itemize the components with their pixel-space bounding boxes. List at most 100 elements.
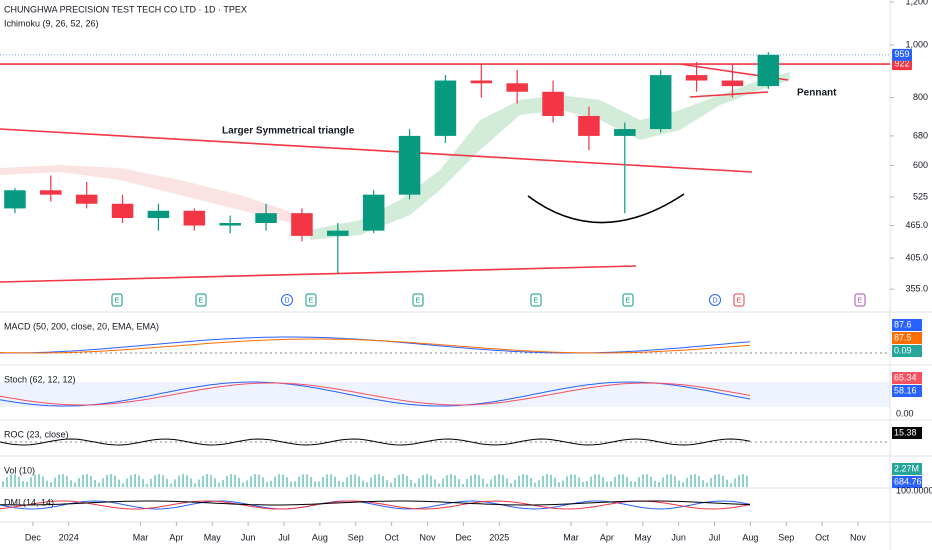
candle-body xyxy=(542,91,564,116)
volume-bar xyxy=(586,480,588,487)
y-tick-label: 680 xyxy=(913,130,928,140)
volume-bar xyxy=(262,477,264,487)
volume-bar xyxy=(70,480,72,487)
volume-bar xyxy=(266,482,268,487)
volume-bar xyxy=(710,478,712,487)
ichimoku-cloud-red xyxy=(0,165,300,225)
volume-bar xyxy=(714,474,716,487)
value-badge-label: 684.76K xyxy=(894,476,928,486)
candle-body xyxy=(111,203,134,219)
volume-bar xyxy=(18,476,20,487)
volume-bar xyxy=(694,474,696,487)
pane-title: MACD (50, 200, close, 20, EMA, EMA) xyxy=(4,321,159,331)
volume-bar xyxy=(102,478,104,487)
event-label: E xyxy=(416,297,421,304)
volume-bar xyxy=(66,476,68,487)
candle-body xyxy=(327,230,349,236)
volume-bar xyxy=(550,474,552,487)
volume-bar xyxy=(350,474,352,487)
volume-bar xyxy=(578,477,580,487)
volume-bar xyxy=(734,478,736,487)
y-tick-label: 1,000 xyxy=(905,39,928,49)
volume-bar xyxy=(402,474,404,487)
volume-bar xyxy=(366,482,368,487)
volume-bar xyxy=(326,474,328,487)
volume-bar xyxy=(178,475,180,487)
volume-bar xyxy=(78,477,80,487)
x-tick-label: May xyxy=(634,532,652,542)
volume-bar xyxy=(362,480,364,487)
event-label: D xyxy=(284,297,289,304)
volume-bar xyxy=(634,481,636,487)
volume-bar xyxy=(310,476,312,487)
candle-body xyxy=(398,135,421,195)
volume-bar xyxy=(234,474,236,487)
x-tick-label: Dec xyxy=(455,532,472,542)
dmi-plus xyxy=(0,500,751,510)
y-tick-label: 355.0 xyxy=(905,284,928,294)
candle-body xyxy=(506,83,528,92)
value-badge-label: 65.34 xyxy=(894,372,917,382)
volume-bar xyxy=(738,475,740,487)
volume-bar xyxy=(94,479,96,487)
x-tick-label: Aug xyxy=(312,532,328,542)
volume-bar xyxy=(482,478,484,487)
stoch-k xyxy=(0,381,751,407)
triangle-upper-line xyxy=(0,128,753,173)
event-label: E xyxy=(737,297,742,304)
volume-bar xyxy=(30,477,32,487)
volume-bar xyxy=(618,474,620,487)
candle-body xyxy=(434,80,457,136)
volume-bar xyxy=(182,474,184,487)
candle-body xyxy=(219,223,241,226)
pane-title: DMI (14, 14) xyxy=(4,497,54,507)
volume-bar xyxy=(582,481,584,487)
volume-bar xyxy=(394,478,396,487)
volume-bar xyxy=(186,475,188,487)
volume-bar xyxy=(242,482,244,487)
annotation: Larger Symmetrical triangle xyxy=(222,126,355,137)
volume-bar xyxy=(282,474,284,487)
volume-bar xyxy=(466,479,468,487)
volume-bar xyxy=(210,474,212,487)
volume-bar xyxy=(110,474,112,487)
volume-bar xyxy=(174,479,176,487)
volume-bar xyxy=(434,479,436,487)
volume-bar xyxy=(462,483,464,487)
candle-body xyxy=(649,75,672,130)
y-tick-label: 525 xyxy=(913,191,928,201)
candle-body xyxy=(721,80,744,87)
volume-bar xyxy=(414,483,416,487)
x-tick-label: May xyxy=(204,532,222,542)
x-tick-label: Jun xyxy=(241,532,256,542)
volume-bar xyxy=(666,474,668,487)
value-badge xyxy=(892,319,922,331)
volume-bar xyxy=(38,474,40,487)
volume-bar xyxy=(626,476,628,487)
x-tick-label: Jun xyxy=(671,532,686,542)
indicator-label: Ichimoku (9, 26, 52, 26) xyxy=(4,18,99,28)
event-marker xyxy=(412,293,424,307)
volume-bar xyxy=(166,478,168,487)
volume-bar xyxy=(50,482,52,487)
volume-bar xyxy=(122,483,124,487)
y-tick-label: 1,200 xyxy=(905,0,928,6)
volume-bar xyxy=(314,481,316,487)
volume-bar xyxy=(514,479,516,487)
value-badge xyxy=(892,372,922,384)
event-marker xyxy=(195,293,207,307)
y-tick-label: 465.0 xyxy=(905,220,928,230)
volume-bar xyxy=(142,479,144,487)
volume-bar xyxy=(290,481,292,487)
event-marker xyxy=(305,293,317,307)
volume-bar xyxy=(14,474,16,487)
value-badge-label: 15.38 xyxy=(894,427,917,437)
volume-bar xyxy=(558,482,560,487)
event-marker xyxy=(111,293,123,307)
volume-bar xyxy=(650,476,652,487)
y-tick-label: 600 xyxy=(913,160,928,170)
x-tick-label: 2025 xyxy=(489,532,509,542)
volume-bar xyxy=(386,480,388,487)
x-tick-label: Apr xyxy=(600,532,614,542)
volume-bar xyxy=(342,481,344,487)
